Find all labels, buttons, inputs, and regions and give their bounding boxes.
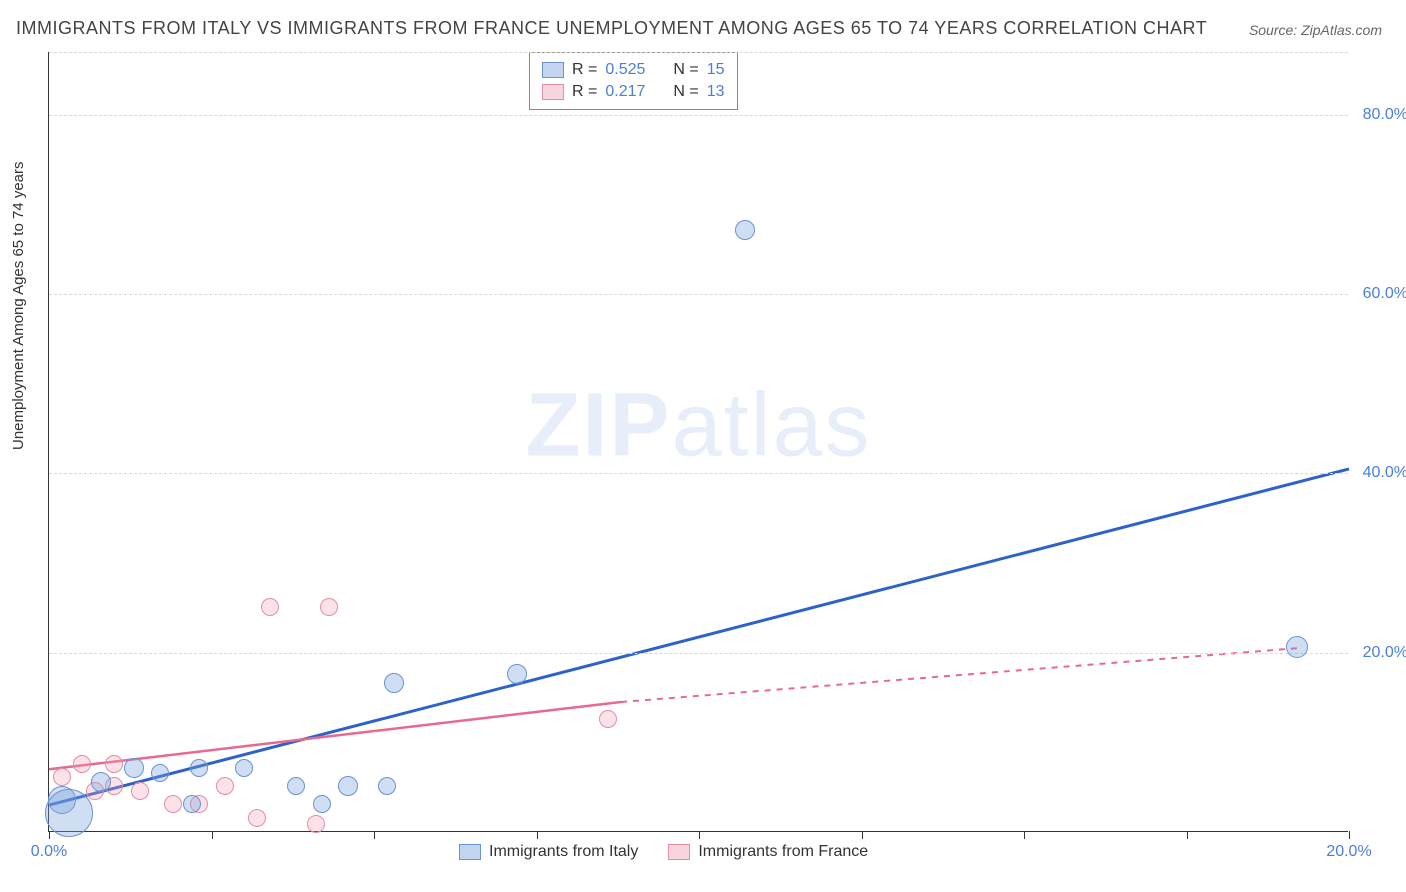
data-point [248, 809, 266, 827]
x-tick [212, 831, 213, 839]
data-point [183, 795, 201, 813]
y-tick-label: 40.0% [1363, 464, 1406, 482]
gridline [49, 653, 1348, 654]
legend-n-label: N = [673, 83, 698, 101]
legend-swatch [668, 844, 690, 860]
gridline [49, 52, 1348, 53]
data-point [105, 755, 123, 773]
gridline [49, 473, 1348, 474]
data-point [190, 759, 208, 777]
legend-swatch [542, 84, 564, 100]
data-point [73, 755, 91, 773]
legend-swatch [542, 62, 564, 78]
data-point [45, 789, 93, 837]
legend-item: Immigrants from Italy [459, 843, 638, 861]
legend-n-value: 13 [707, 83, 725, 101]
data-point [151, 764, 169, 782]
gridline [49, 294, 1348, 295]
legend-r-value: 0.525 [605, 61, 645, 79]
x-tick-label: 0.0% [31, 843, 67, 861]
legend-row: R = 0.217 N = 13 [542, 81, 725, 103]
data-point [164, 795, 182, 813]
x-tick [1187, 831, 1188, 839]
x-tick [1024, 831, 1025, 839]
legend-r-label: R = [572, 83, 597, 101]
data-point [287, 777, 305, 795]
data-point [599, 710, 617, 728]
legend-r-value: 0.217 [605, 83, 645, 101]
data-point [216, 777, 234, 795]
trend-lines-layer [49, 52, 1348, 831]
x-tick [862, 831, 863, 839]
correlation-legend: R = 0.525 N = 15 R = 0.217 N = 13 [529, 52, 738, 110]
data-point [735, 220, 755, 240]
legend-swatch [459, 844, 481, 860]
trend-line [49, 469, 1349, 805]
data-point [338, 776, 358, 796]
data-point [131, 782, 149, 800]
data-point [384, 673, 404, 693]
legend-n-label: N = [673, 61, 698, 79]
data-point [320, 598, 338, 616]
source-label: Source: ZipAtlas.com [1249, 22, 1382, 38]
data-point [91, 772, 111, 792]
legend-row: R = 0.525 N = 15 [542, 59, 725, 81]
chart-title: IMMIGRANTS FROM ITALY VS IMMIGRANTS FROM… [16, 18, 1207, 39]
trend-line [621, 648, 1297, 702]
y-tick-label: 80.0% [1363, 106, 1406, 124]
series-legend: Immigrants from Italy Immigrants from Fra… [459, 843, 868, 861]
data-point [313, 795, 331, 813]
plot-area: ZIPatlas R =0.525N =15R =0.217N =13 Immi… [48, 52, 1348, 832]
x-tick [49, 831, 50, 839]
data-point [1286, 636, 1308, 658]
x-tick [699, 831, 700, 839]
legend-label: Immigrants from France [698, 843, 868, 861]
legend-label: Immigrants from Italy [489, 843, 638, 861]
y-tick-label: 20.0% [1363, 644, 1406, 662]
data-point [507, 664, 527, 684]
legend-item: Immigrants from France [668, 843, 868, 861]
x-tick [374, 831, 375, 839]
data-point [261, 598, 279, 616]
x-tick [1349, 831, 1350, 839]
y-tick-label: 60.0% [1363, 285, 1406, 303]
legend-n-value: 15 [707, 61, 725, 79]
gridline [49, 115, 1348, 116]
data-point [378, 777, 396, 795]
x-tick-label: 20.0% [1326, 843, 1371, 861]
data-point [53, 768, 71, 786]
x-tick [537, 831, 538, 839]
legend-r-label: R = [572, 61, 597, 79]
data-point [235, 759, 253, 777]
y-axis-label: Unemployment Among Ages 65 to 74 years [10, 161, 27, 450]
data-point [124, 758, 144, 778]
data-point [307, 815, 325, 833]
